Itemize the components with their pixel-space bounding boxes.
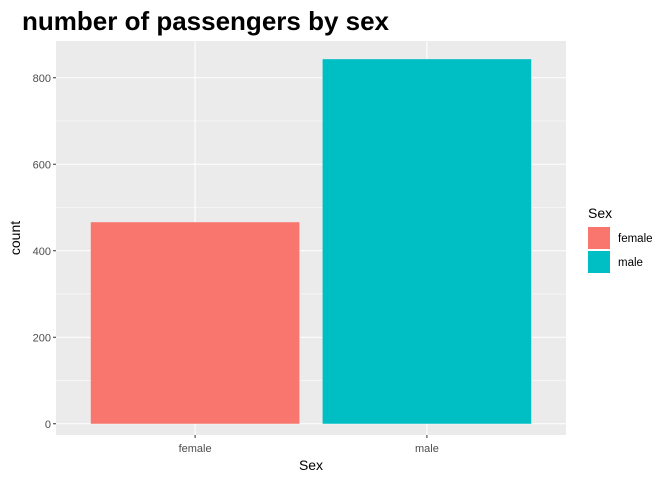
legend: Sex female male: [588, 205, 653, 273]
x-axis: female male: [179, 435, 439, 455]
legend-key-female: [588, 227, 610, 249]
legend-key-male: [588, 251, 610, 273]
y-axis: 0 200 400 600 800: [33, 73, 56, 431]
y-tick-label: 800: [33, 73, 51, 85]
y-tick-label: 0: [45, 419, 51, 431]
legend-label-female: female: [618, 233, 653, 245]
bars: [90, 59, 532, 424]
legend-label-male: male: [618, 257, 643, 269]
x-tick-label: male: [415, 443, 439, 455]
y-tick-label: 200: [33, 332, 51, 344]
x-tick-label: female: [179, 443, 212, 455]
chart-title: number of passengers by sex: [22, 6, 390, 36]
bar-female: [90, 222, 300, 424]
x-axis-title: Sex: [299, 457, 323, 473]
legend-title: Sex: [588, 205, 612, 221]
y-tick-label: 400: [33, 246, 51, 258]
y-axis-title: count: [7, 221, 23, 255]
y-tick-label: 600: [33, 159, 51, 171]
bar-male: [322, 59, 532, 424]
